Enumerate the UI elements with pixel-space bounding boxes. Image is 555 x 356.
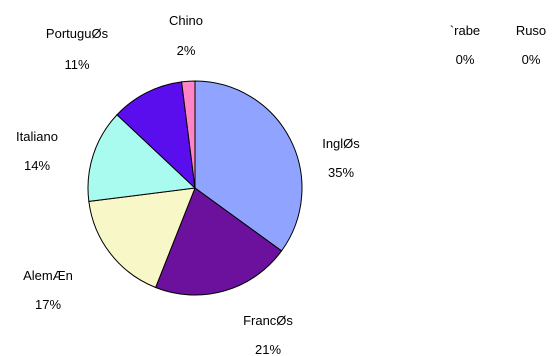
- pie-slices: [87, 80, 303, 296]
- pie-slice-2: [88, 187, 196, 289]
- label-chino-value: 2%: [177, 43, 196, 58]
- label-aleman-name: AlemÆn: [23, 268, 73, 283]
- pie-slice-1: [154, 187, 283, 296]
- pie-slice-0: [194, 80, 303, 252]
- label-portugues-value: 11%: [64, 57, 89, 72]
- label-frances-name: FrancØs: [243, 313, 293, 328]
- label-aleman-value: 17%: [35, 297, 61, 312]
- pie-slice-3: [87, 114, 197, 202]
- pie-slice-5: [181, 80, 196, 189]
- label-ingles-name: InglØs: [322, 136, 360, 151]
- pie-slice-4: [116, 81, 196, 190]
- label-ruso-value: 0%: [522, 52, 541, 67]
- label-portugues-name: PortuguØs: [46, 26, 109, 41]
- label-frances-value: 21%: [255, 342, 281, 356]
- label-italiano-value: 14%: [24, 158, 50, 173]
- label-ingles-value: 35%: [328, 165, 354, 180]
- label-chino-name: Chino: [169, 13, 203, 28]
- label-arabe-value: 0%: [456, 52, 475, 67]
- label-arabe-name: `rabe: [450, 23, 480, 38]
- label-italiano-name: Italiano: [16, 129, 58, 144]
- label-ruso-name: Ruso: [516, 23, 546, 38]
